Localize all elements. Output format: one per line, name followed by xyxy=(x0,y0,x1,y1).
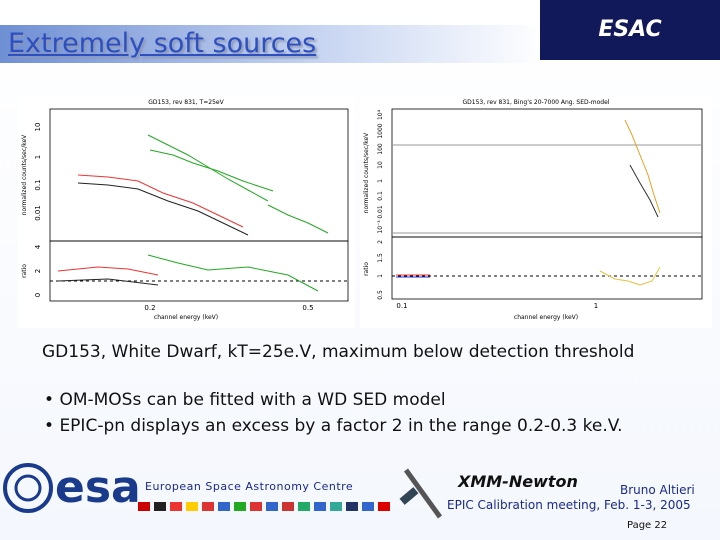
caption: GD153, White Dwarf, kT=25e.V, maximum be… xyxy=(42,342,635,362)
spectra xyxy=(392,119,702,286)
bullet: • OM-MOSs can be fitted with a WD SED mo… xyxy=(44,390,446,410)
y-label: normalized counts/sec/keV xyxy=(363,132,370,213)
header-badge: ESAC xyxy=(540,0,720,60)
bullet-text: EPIC-pn displays an excess by a factor 2… xyxy=(59,416,623,436)
spectrum-model xyxy=(149,149,274,192)
author: Bruno Altieri xyxy=(620,483,695,497)
figure: GD153, rev 831, T=25eV normalized counts… xyxy=(18,95,355,328)
y-tick-label: 1000 xyxy=(377,123,384,138)
agency-logo: esa xyxy=(55,462,141,513)
bullet: • EPIC-pn displays an excess by a factor… xyxy=(44,416,623,436)
ratio-curve xyxy=(57,278,159,286)
spectrum-model xyxy=(77,174,244,228)
x-tick-label: 1 xyxy=(594,302,598,310)
ratio-tick-label: 0 xyxy=(34,293,42,297)
esa-emblem xyxy=(3,463,53,513)
ratio-curve xyxy=(57,266,159,276)
ratio-tick-label: 2 xyxy=(34,269,42,273)
spectrum-model xyxy=(147,134,269,202)
figure: GD153, rev 831, Bing's 20-7000 Ang. SED-… xyxy=(360,95,712,328)
y-tick-label: 0.1 xyxy=(377,191,384,201)
y-tick-label: 0.01 xyxy=(34,205,42,221)
spectrum-model xyxy=(629,164,659,218)
y-tick-label: 10 xyxy=(34,123,42,132)
mission-name: XMM-Newton xyxy=(458,472,578,491)
x-tick-label: 0.2 xyxy=(144,304,155,312)
x-tick-label: 0.1 xyxy=(396,302,407,310)
spectrum-model xyxy=(624,119,661,214)
ratio-curve xyxy=(599,266,661,286)
spacecraft-icon xyxy=(399,468,443,519)
ratio-tick-label: 1 xyxy=(377,274,384,278)
figure-title: GD153, rev 831, T=25eV xyxy=(148,99,224,106)
centre-name: European Space Astronomy Centre xyxy=(145,480,354,493)
ratio-tick-label: 4 xyxy=(34,244,42,249)
y-label: normalized counts/sec/keV xyxy=(21,134,28,215)
ratio-tick-label: 1.5 xyxy=(377,253,384,263)
x-tick-label: 0.5 xyxy=(302,304,313,312)
y-tick-label: 1 xyxy=(34,155,42,159)
page-number: Page 22 xyxy=(627,520,668,531)
plot-frame xyxy=(391,108,703,238)
ratio-label: ratio xyxy=(363,262,370,276)
flags xyxy=(138,502,390,511)
spectrum-model xyxy=(77,182,249,236)
header-bar xyxy=(0,25,545,63)
y-tick-label: 0.1 xyxy=(34,179,42,190)
x-label: channel energy (keV) xyxy=(154,314,218,321)
slide-title: Extremely soft sources xyxy=(8,28,317,59)
bullet-text: OM-MOSs can be fitted with a WD SED mode… xyxy=(59,390,446,410)
ratio-tick-label: 2 xyxy=(377,240,384,244)
spectrum-model xyxy=(267,204,329,234)
y-tick-label: 1 xyxy=(377,179,384,183)
y-tick-label: 100 xyxy=(377,143,384,155)
x-label: channel energy (keV) xyxy=(514,314,578,321)
spectra xyxy=(50,134,348,292)
figure-title: GD153, rev 831, Bing's 20-7000 Ang. SED-… xyxy=(463,99,610,106)
y-tick-label: 0.01 xyxy=(377,205,384,219)
ratio-tick-label: 0.5 xyxy=(377,290,384,300)
ratio-frame xyxy=(49,240,349,302)
ratio-frame xyxy=(391,236,703,300)
y-tick-label: 10 xyxy=(377,161,384,169)
meeting: EPIC Calibration meeting, Feb. 1-3, 2005 xyxy=(447,498,691,512)
y-tick-label: 10⁻³ xyxy=(377,220,384,234)
ratio-curve xyxy=(147,254,319,292)
ratio-label: ratio xyxy=(21,264,28,278)
y-tick-label: 10⁴ xyxy=(377,109,384,120)
